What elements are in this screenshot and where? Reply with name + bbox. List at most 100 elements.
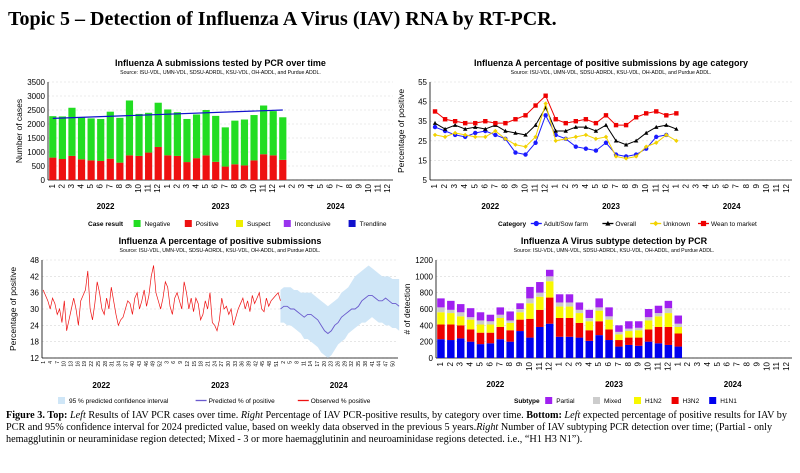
bar-negative (240, 119, 249, 166)
series-point (583, 124, 589, 129)
series-point (523, 132, 528, 137)
series-point (442, 126, 448, 131)
x-tick-label: 5 (713, 361, 722, 366)
bar-h1n2 (555, 306, 564, 318)
bar-mixed (496, 314, 505, 318)
bar-h1n2 (605, 319, 613, 330)
bar-mixed (476, 320, 485, 325)
bar-positive (260, 154, 268, 180)
x-tick-label: 4 (460, 183, 469, 188)
bar-h1n2 (536, 296, 544, 310)
bar-h3n2 (466, 329, 475, 342)
x-tick-label: 11 (654, 361, 663, 370)
bar-positive (49, 157, 57, 180)
series-point (483, 126, 488, 131)
x-tick-label: 10 (644, 361, 653, 370)
x-tick-label: 36 (240, 361, 246, 367)
bar-partial (615, 325, 623, 332)
bar-h3n2 (654, 326, 663, 344)
x-tick-label: 1 (278, 183, 287, 188)
bar-negative (68, 107, 76, 156)
x-tick-label: 45 (260, 361, 266, 367)
series-point (643, 130, 649, 135)
series-point (674, 138, 679, 143)
bar-mixed (516, 309, 524, 313)
series-point (503, 128, 508, 133)
series-point (483, 119, 488, 124)
series-point (664, 113, 669, 118)
series-point (563, 128, 568, 133)
legend-swatch (709, 397, 717, 404)
x-tick-label: 2 (561, 183, 570, 188)
bar-partial (466, 308, 475, 318)
x-tick-label: 6 (601, 183, 610, 188)
legend-label: 95 % predicted confidence interval (69, 398, 169, 405)
bar-negative (173, 112, 181, 156)
x-tick-label: 7 (614, 361, 623, 366)
chart-source: Source: ISU-VDL, UMN-VDL, SDSU-ADRDL, KS… (514, 248, 715, 254)
x-tick-label: 32 (349, 361, 355, 367)
bar-h1n1 (456, 338, 465, 358)
x-tick-label: 17 (315, 361, 321, 367)
y-tick-label: 800 (420, 289, 434, 298)
x-tick-label: 3 (574, 361, 583, 366)
bar-h1n1 (466, 341, 475, 358)
series-point (563, 120, 568, 126)
series-point (583, 146, 589, 151)
bar-mixed (545, 276, 554, 282)
bar-partial (456, 304, 465, 313)
series-point (654, 109, 659, 114)
bar-negative (192, 114, 201, 159)
x-tick-label: 4 (48, 361, 54, 364)
bar-negative (87, 118, 95, 161)
series-point (473, 134, 478, 140)
series-point (553, 117, 558, 122)
y-tick-label: 55 (418, 78, 427, 87)
bar-h1n1 (615, 346, 623, 358)
legend-swatch (593, 397, 600, 404)
bar-h1n2 (456, 316, 465, 326)
x-tick-label: 23 (329, 361, 335, 367)
y-tick-label: 35 (418, 117, 427, 126)
y-tick-label: 42 (30, 272, 39, 281)
bar-h1n1 (585, 340, 594, 358)
x-tick-label: 10 (62, 361, 68, 367)
bar-h3n2 (516, 319, 524, 332)
caption-right2: Right (476, 422, 499, 433)
x-tick-label: 10 (249, 183, 258, 192)
bar-mixed (654, 313, 663, 317)
bar-h3n2 (506, 330, 514, 342)
x-tick-label: 8 (742, 183, 751, 188)
bar-partial (536, 282, 544, 293)
bar-h1n2 (437, 312, 445, 325)
x-tick-label: 5 (86, 183, 95, 188)
x-tick-label: 5 (470, 183, 479, 188)
chart-source: Source: ISU-VDL, UMN-VDL, SDSU-ADRDL, KS… (120, 70, 321, 76)
legend-swatch (545, 397, 553, 404)
x-tick-label: 21 (205, 361, 211, 367)
y-tick-label: 12 (30, 354, 39, 363)
bar-h1n2 (654, 316, 663, 327)
series-point (452, 122, 458, 127)
bar-h3n2 (644, 329, 653, 342)
series-point (593, 148, 599, 153)
bar-h3n2 (565, 317, 574, 337)
x-tick-label: 12 (153, 183, 162, 192)
x-tick-label: 2 (683, 361, 692, 366)
x-tick-label: 4 (192, 183, 201, 188)
legend-title: Subtype (514, 398, 540, 405)
x-tick-label: 6 (480, 183, 489, 188)
caption-top-label: Top: (47, 410, 68, 421)
bar-h3n2 (536, 309, 544, 327)
x-tick-label: 11 (772, 361, 781, 370)
bar-partial (565, 294, 574, 303)
bar-positive (192, 158, 201, 180)
x-tick-label: 8 (743, 361, 752, 366)
x-tick-label: 14 (308, 361, 314, 367)
bar-mixed (466, 317, 475, 320)
x-tick-label: 4 (466, 361, 475, 366)
x-tick-label: 8 (624, 361, 633, 366)
x-tick-label: 3 (297, 183, 306, 188)
bar-partial (486, 314, 495, 322)
series-point (513, 130, 518, 135)
